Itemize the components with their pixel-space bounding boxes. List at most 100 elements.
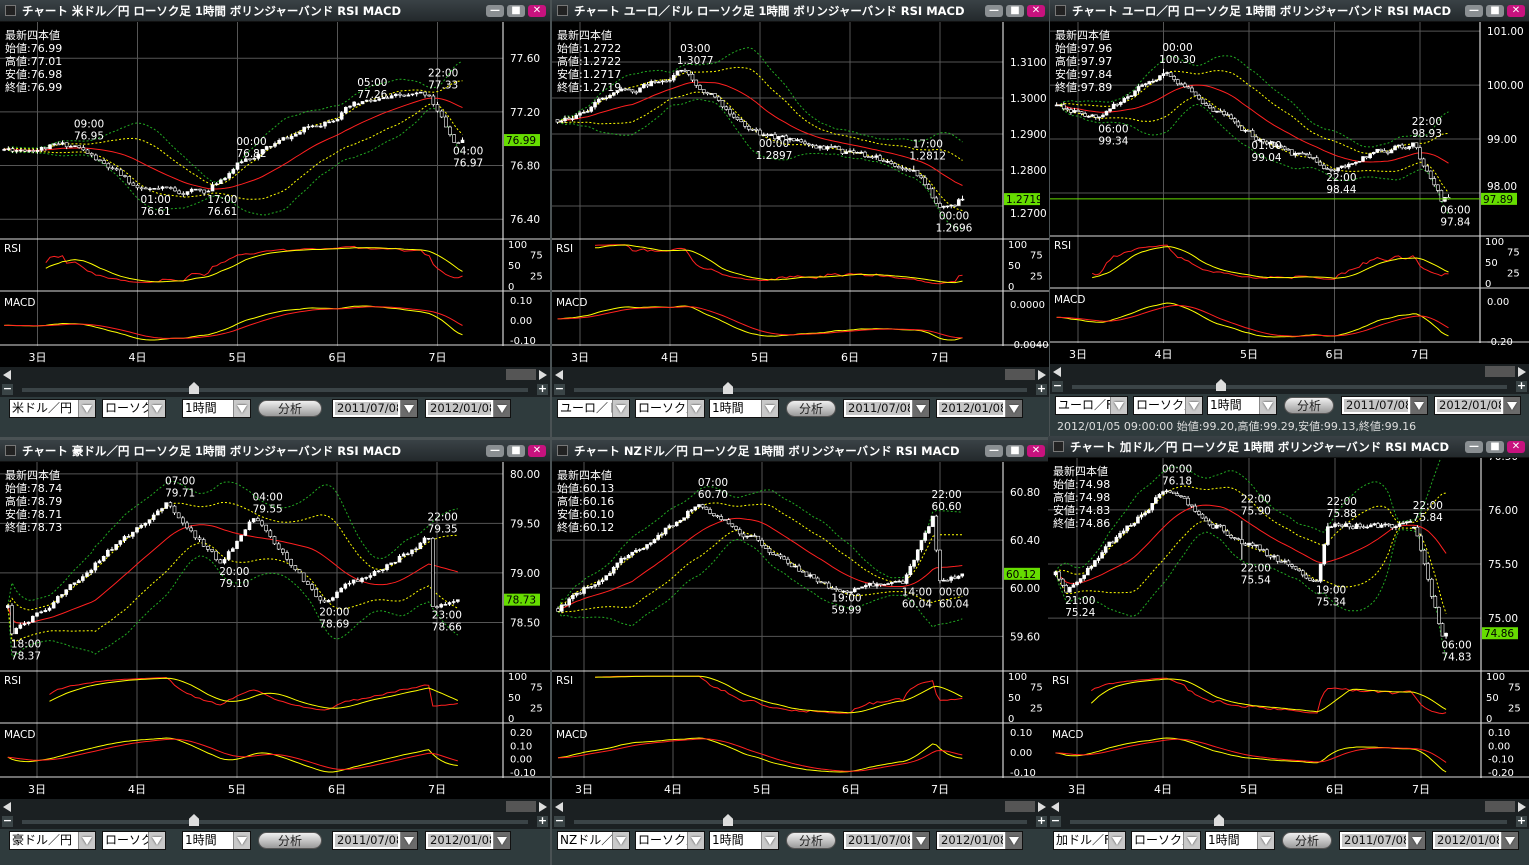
zoom-in-button[interactable]: + [1516,814,1527,827]
title-bar[interactable]: チャート 加ドル／円 ローソク足 1時間 ボリンジャーバンド RSI MACD —… [1048,436,1529,458]
date-from-select[interactable]: 2011/07/08 [332,831,418,850]
close-button[interactable]: ✕ [1507,5,1525,17]
zoom-slider-thumb[interactable] [1216,379,1226,391]
dropdown-arrow-icon[interactable] [761,400,778,417]
minimize-button[interactable]: — [486,5,504,17]
dropdown-arrow-icon[interactable] [400,400,417,417]
dropdown-arrow-icon[interactable] [1108,832,1125,849]
zoom-in-button[interactable]: + [1516,379,1527,392]
analyze-button[interactable]: 分析 [1284,397,1334,414]
dropdown-arrow-icon[interactable] [493,832,510,849]
date-to-select[interactable]: 2012/01/08 [936,399,1023,418]
scroll-right-icon[interactable] [1038,370,1046,380]
scroll-right-icon[interactable] [1038,802,1046,812]
maximize-button[interactable]: ■ [507,445,525,457]
maximize-button[interactable]: ■ [1486,5,1504,17]
horizontal-scrollbar[interactable] [1048,799,1529,815]
dropdown-arrow-icon[interactable] [400,832,417,849]
dropdown-arrow-icon[interactable] [78,400,95,417]
dropdown-arrow-icon[interactable] [1185,397,1202,414]
dropdown-arrow-icon[interactable] [1183,832,1200,849]
scroll-left-icon[interactable] [1053,367,1061,377]
date-to-select[interactable]: 2012/01/08 [425,831,511,850]
zoom-slider[interactable] [22,382,528,394]
horizontal-scrollbar[interactable] [552,799,1049,815]
timeframe-select[interactable]: 1時間 [182,399,251,418]
minimize-button[interactable]: — [985,5,1003,17]
date-from-select[interactable]: 2011/07/08 [843,831,930,850]
currency-pair-select[interactable]: 米ドル／円 [9,399,96,418]
date-to-select[interactable]: 2012/01/08 [1434,396,1521,415]
dropdown-arrow-icon[interactable] [1408,832,1425,849]
horizontal-scrollbar[interactable] [0,799,550,815]
currency-pair-select[interactable]: 加ドル／F [1053,831,1126,850]
timeframe-select[interactable]: 1時間 [709,831,779,850]
zoom-in-button[interactable]: + [1036,814,1047,827]
dropdown-arrow-icon[interactable] [1259,397,1276,414]
zoom-in-button[interactable]: + [537,382,548,395]
zoom-slider-thumb[interactable] [723,814,733,826]
zoom-out-button[interactable]: − [2,382,13,395]
dropdown-arrow-icon[interactable] [1005,400,1022,417]
dropdown-arrow-icon[interactable] [1410,397,1427,414]
close-button[interactable]: ✕ [1027,5,1045,17]
zoom-slider[interactable] [1072,379,1507,391]
zoom-out-button[interactable]: − [554,814,565,827]
zoom-out-button[interactable]: − [2,814,13,827]
zoom-slider-thumb[interactable] [189,814,199,826]
dropdown-arrow-icon[interactable] [493,400,510,417]
chart-area[interactable]: 3日 4日 5日 6日 7日 60.80 60.40 60.00 59.60 07:0060.70… [552,462,1049,799]
dropdown-arrow-icon[interactable] [233,400,250,417]
scrollbar-thumb[interactable] [506,801,536,812]
timeframe-select[interactable]: 1時間 [1207,396,1277,415]
zoom-out-button[interactable]: − [554,382,565,395]
maximize-button[interactable]: ■ [507,5,525,17]
chart-type-select[interactable]: ローソク足 [635,831,705,850]
dropdown-arrow-icon[interactable] [1005,832,1022,849]
horizontal-scrollbar[interactable] [1050,364,1529,380]
currency-pair-select[interactable]: NZドル／ [557,831,630,850]
date-to-select[interactable]: 2012/01/08 [425,399,511,418]
timeframe-select[interactable]: 1時間 [709,399,779,418]
date-from-select[interactable]: 2011/07/08 [332,399,418,418]
chart-type-select[interactable]: ローソク足 [1131,831,1201,850]
minimize-button[interactable]: — [1465,5,1483,17]
date-from-select[interactable]: 2011/07/08 [843,399,930,418]
close-button[interactable]: ✕ [528,5,546,17]
date-from-select[interactable]: 2011/07/08 [1341,396,1428,415]
close-button[interactable]: ✕ [1027,445,1045,457]
title-bar[interactable]: チャート 豪ドル／円 ローソク足 1時間 ボリンジャーバンド RSI MACD —… [0,440,550,462]
zoom-out-button[interactable]: − [1050,814,1061,827]
horizontal-scrollbar[interactable] [552,367,1049,383]
scroll-left-icon[interactable] [555,802,563,812]
minimize-button[interactable]: — [1465,441,1483,453]
zoom-slider[interactable] [574,814,1027,826]
dropdown-arrow-icon[interactable] [687,400,704,417]
zoom-slider[interactable] [1070,814,1507,826]
chart-area[interactable]: 3日 4日 5日 6日 7日 1.3100 1.3000 1.2900 1.2800 1.2700… [552,22,1049,367]
dropdown-arrow-icon[interactable] [148,400,165,417]
scrollbar-thumb[interactable] [1005,801,1035,812]
chart-type-select[interactable]: ローソク足 [1133,396,1203,415]
maximize-button[interactable]: ■ [1486,441,1504,453]
title-bar[interactable]: チャート NZドル／円 ローソク足 1時間 ボリンジャーバンド RSI MACD… [552,440,1049,462]
analyze-button[interactable]: 分析 [1282,832,1332,849]
chart-area[interactable]: 3日 4日 5日 6日 7日101.00100.0099.0098.0006:0099.… [1050,22,1529,364]
analyze-button[interactable]: 分析 [258,832,322,849]
zoom-slider-thumb[interactable] [723,382,733,394]
analyze-button[interactable]: 分析 [258,400,322,417]
scrollbar-thumb[interactable] [1485,366,1515,377]
title-bar[interactable]: チャート ユーロ／円 ローソク足 1時間 ボリンジャーバンド RSI MACD —… [1050,0,1529,22]
zoom-in-button[interactable]: + [1036,382,1047,395]
dropdown-arrow-icon[interactable] [233,832,250,849]
analyze-button[interactable]: 分析 [786,832,836,849]
dropdown-arrow-icon[interactable] [1110,397,1127,414]
scroll-right-icon[interactable] [1518,367,1526,377]
horizontal-scrollbar[interactable] [0,367,550,383]
currency-pair-select[interactable]: 豪ドル／円 [9,831,96,850]
chart-type-select[interactable]: ローソク足 [635,399,705,418]
zoom-in-button[interactable]: + [537,814,548,827]
zoom-slider[interactable] [574,382,1027,394]
currency-pair-select[interactable]: ユーロ／ド [557,399,630,418]
dropdown-arrow-icon[interactable] [687,832,704,849]
